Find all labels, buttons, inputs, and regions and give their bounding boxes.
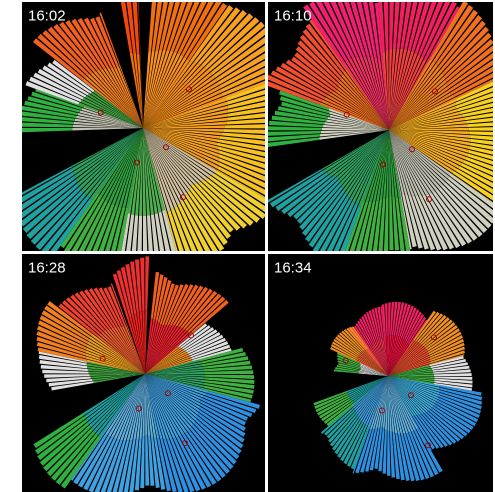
panel-time: 16:28 <box>28 259 66 276</box>
radar-figure: 16:02 16:10 16:28 16:34 <box>0 0 495 492</box>
panel-time: 16:02 <box>28 7 66 24</box>
panel <box>22 254 265 492</box>
panel <box>14 0 298 288</box>
panel-time: 16:10 <box>274 7 312 24</box>
panel <box>268 254 493 492</box>
panel-time: 16:34 <box>274 259 312 276</box>
panel <box>262 0 495 270</box>
